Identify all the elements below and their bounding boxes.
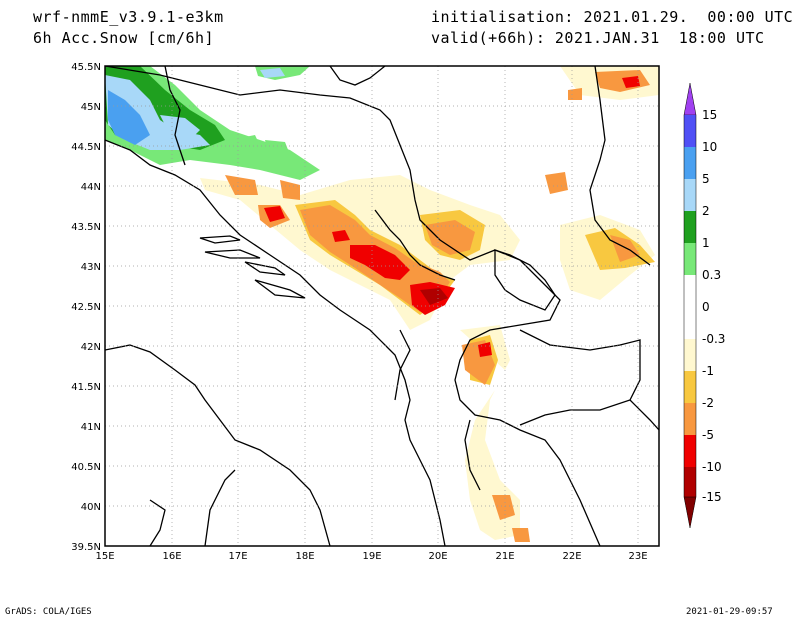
- colorbar-swatch: [684, 243, 696, 275]
- lon-tick: 16E: [162, 551, 181, 562]
- lat-tick: 42.5N: [71, 302, 101, 313]
- coastlines-borders: [105, 66, 659, 546]
- colorbar-bottom-arrow: [683, 496, 697, 529]
- lon-axis: 15E 16E 17E 18E 19E 20E 21E 22E 23E: [95, 551, 647, 562]
- graticule: [105, 66, 659, 546]
- lat-tick: 42N: [81, 342, 101, 353]
- lon-tick: 20E: [428, 551, 447, 562]
- colorbar: 15 10 5 2 1 0.3 0 -0.3 -1 -2 -5 -10 -15: [683, 82, 725, 529]
- lon-tick: 18E: [295, 551, 314, 562]
- lon-tick: 19E: [362, 551, 381, 562]
- colorbar-top-arrow: [683, 82, 697, 116]
- lat-axis: 45.5N 45N 44.5N 44N 43.5N 43N 42.5N 42N …: [71, 62, 101, 553]
- colorbar-label: -1: [702, 364, 714, 378]
- colorbar-label: 2: [702, 204, 710, 218]
- footer-timestamp: 2021-01-29-09:57: [686, 607, 773, 617]
- lat-tick: 40N: [81, 502, 101, 513]
- lon-tick: 17E: [228, 551, 247, 562]
- colorbar-swatch: [684, 211, 696, 243]
- init-time: initialisation: 2021.01.29. 00:00 UTC: [431, 8, 794, 26]
- colorbar-swatch: [684, 275, 696, 307]
- lat-tick: 44.5N: [71, 142, 101, 153]
- colorbar-label: -2: [702, 396, 714, 410]
- colorbar-label: -15: [702, 490, 722, 504]
- model-title: wrf-nmmE_v3.9.1-e3km: [33, 8, 224, 26]
- colorbar-label: -10: [702, 460, 722, 474]
- lon-tick: 22E: [562, 551, 581, 562]
- colorbar-label: 10: [702, 140, 717, 154]
- colorbar-label: 15: [702, 108, 717, 122]
- lat-tick: 44N: [81, 182, 101, 193]
- colorbar-label: 5: [702, 172, 710, 186]
- lat-tick: 45N: [81, 102, 101, 113]
- colorbar-swatch: [684, 179, 696, 211]
- field-title: 6h Acc.Snow [cm/6h]: [33, 29, 215, 47]
- lon-tick: 15E: [95, 551, 114, 562]
- map-area: [105, 66, 659, 546]
- colorbar-swatch: [684, 403, 696, 435]
- colorbar-swatch: [684, 371, 696, 403]
- colorbar-swatch: [684, 435, 696, 467]
- lat-tick: 43.5N: [71, 222, 101, 233]
- lon-tick: 23E: [628, 551, 647, 562]
- colorbar-label: -5: [702, 428, 714, 442]
- colorbar-swatch: [684, 339, 696, 371]
- colorbar-label: -0.3: [702, 332, 725, 346]
- colorbar-label: 1: [702, 236, 710, 250]
- valid-time: valid(+66h): 2021.JAN.31 18:00 UTC: [431, 29, 765, 47]
- lat-tick: 39.5N: [71, 542, 101, 553]
- colorbar-swatch: [684, 307, 696, 339]
- lat-tick: 40.5N: [71, 462, 101, 473]
- colorbar-label: 0.3: [702, 268, 721, 282]
- colorbar-swatch: [684, 467, 696, 497]
- footer-credit: GrADS: COLA/IGES: [5, 607, 92, 617]
- map-frame: [104, 65, 660, 547]
- colorbar-labels: 15 10 5 2 1 0.3 0 -0.3 -1 -2 -5 -10 -15: [702, 108, 725, 504]
- colorbar-swatch: [684, 115, 696, 147]
- colorbar-label: 0: [702, 300, 710, 314]
- lat-tick: 43N: [81, 262, 101, 273]
- negative-change-areas: [200, 66, 659, 542]
- lat-tick: 45.5N: [71, 62, 101, 73]
- colorbar-swatch: [684, 147, 696, 179]
- lat-tick: 41N: [81, 422, 101, 433]
- lon-tick: 21E: [495, 551, 514, 562]
- lat-tick: 41.5N: [71, 382, 101, 393]
- snow-accumulation-areas: [105, 66, 320, 180]
